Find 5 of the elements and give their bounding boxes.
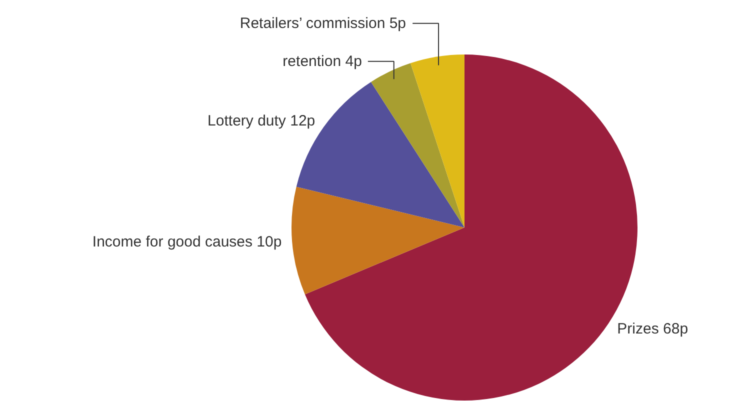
slice-label: Lottery duty 12p — [208, 112, 316, 130]
slice-label: Prizes 68p — [617, 320, 688, 338]
slice-label: Retailers’ commission 5p — [240, 14, 406, 32]
slice-label: retention 4p — [282, 52, 362, 70]
slice-label: Income for good causes 10p — [92, 234, 282, 251]
